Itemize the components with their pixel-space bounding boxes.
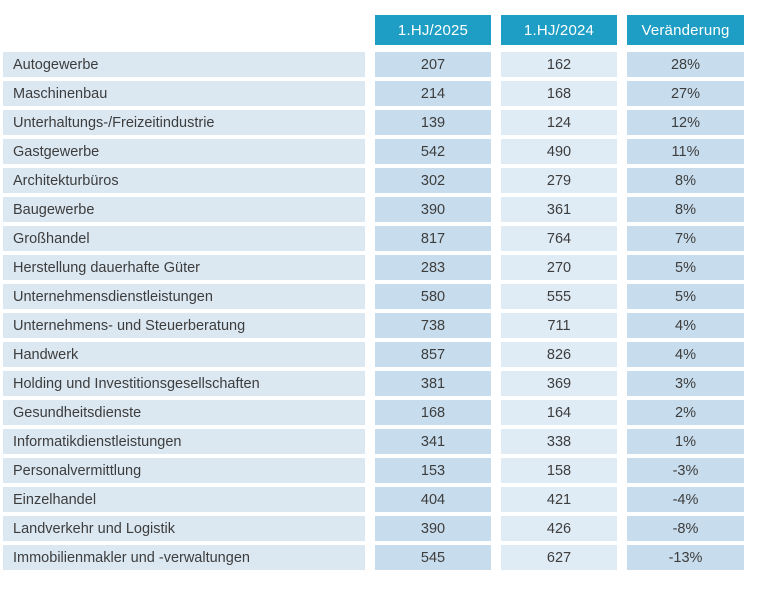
row-value-2024-cell: 168	[501, 81, 617, 106]
row-value-2024-cell: 361	[501, 197, 617, 222]
row-change-cell: 11%	[627, 139, 744, 164]
row-label-cell: Architekturbüros	[3, 168, 365, 193]
row-value-2025-cell: 404	[375, 487, 491, 512]
row-value-2024-cell: 764	[501, 226, 617, 251]
row-label-cell: Landverkehr und Logistik	[3, 516, 365, 541]
row-label-cell: Gastgewerbe	[3, 139, 365, 164]
row-value-2024-cell: 627	[501, 545, 617, 570]
row-label-cell: Informatikdienstleistungen	[3, 429, 365, 454]
row-label-cell: Personalvermittlung	[3, 458, 365, 483]
row-value-2025-cell: 381	[375, 371, 491, 396]
row-value-2024-cell: 270	[501, 255, 617, 280]
row-change-cell: 3%	[627, 371, 744, 396]
row-value-2024-cell: 826	[501, 342, 617, 367]
row-change-cell: 8%	[627, 197, 744, 222]
row-change-cell: -4%	[627, 487, 744, 512]
column-header-veraenderung: Veränderung	[627, 15, 744, 45]
row-value-2024-cell: 158	[501, 458, 617, 483]
row-value-2024-cell: 369	[501, 371, 617, 396]
row-value-2024-cell: 555	[501, 284, 617, 309]
row-value-2025-cell: 168	[375, 400, 491, 425]
row-label-cell: Gesundheitsdienste	[3, 400, 365, 425]
row-change-cell: 12%	[627, 110, 744, 135]
row-label-cell: Baugewerbe	[3, 197, 365, 222]
row-label-cell: Autogewerbe	[3, 52, 365, 77]
column-header-hj2025: 1.HJ/2025	[375, 15, 491, 45]
row-change-cell: 28%	[627, 52, 744, 77]
row-value-2025-cell: 390	[375, 197, 491, 222]
row-value-2025-cell: 214	[375, 81, 491, 106]
row-value-2025-cell: 283	[375, 255, 491, 280]
row-value-2024-cell: 124	[501, 110, 617, 135]
row-change-cell: 5%	[627, 255, 744, 280]
row-value-2025-cell: 302	[375, 168, 491, 193]
row-change-cell: -3%	[627, 458, 744, 483]
row-label-cell: Holding und Investitionsgesellschaften	[3, 371, 365, 396]
row-change-cell: 27%	[627, 81, 744, 106]
row-value-2025-cell: 580	[375, 284, 491, 309]
row-label-cell: Handwerk	[3, 342, 365, 367]
row-change-cell: 1%	[627, 429, 744, 454]
row-value-2025-cell: 738	[375, 313, 491, 338]
row-value-2025-cell: 153	[375, 458, 491, 483]
row-change-cell: 4%	[627, 313, 744, 338]
row-value-2025-cell: 857	[375, 342, 491, 367]
row-change-cell: -8%	[627, 516, 744, 541]
row-value-2025-cell: 542	[375, 139, 491, 164]
row-label-cell: Immobilienmakler und -verwaltungen	[3, 545, 365, 570]
row-value-2024-cell: 426	[501, 516, 617, 541]
row-label-cell: Maschinenbau	[3, 81, 365, 106]
row-label-cell: Herstellung dauerhafte Güter	[3, 255, 365, 280]
row-change-cell: 8%	[627, 168, 744, 193]
row-label-cell: Großhandel	[3, 226, 365, 251]
row-change-cell: 5%	[627, 284, 744, 309]
row-value-2025-cell: 390	[375, 516, 491, 541]
row-change-cell: 7%	[627, 226, 744, 251]
row-value-2024-cell: 490	[501, 139, 617, 164]
row-value-2024-cell: 421	[501, 487, 617, 512]
header-spacer-cell	[3, 15, 365, 45]
row-value-2025-cell: 545	[375, 545, 491, 570]
row-label-cell: Unterhaltungs-/Freizeitindustrie	[3, 110, 365, 135]
row-value-2024-cell: 164	[501, 400, 617, 425]
table-body: Autogewerbe 207 162 28% Maschinenbau 214…	[3, 52, 746, 570]
row-value-2025-cell: 139	[375, 110, 491, 135]
row-label-cell: Einzelhandel	[3, 487, 365, 512]
row-value-2024-cell: 711	[501, 313, 617, 338]
row-value-2025-cell: 207	[375, 52, 491, 77]
row-value-2024-cell: 338	[501, 429, 617, 454]
table-header-row: 1.HJ/2025 1.HJ/2024 Veränderung	[3, 15, 746, 45]
sector-comparison-table: 1.HJ/2025 1.HJ/2024 Veränderung Autogewe…	[3, 15, 746, 570]
row-change-cell: 2%	[627, 400, 744, 425]
row-value-2024-cell: 162	[501, 52, 617, 77]
row-value-2025-cell: 817	[375, 226, 491, 251]
column-header-hj2024: 1.HJ/2024	[501, 15, 617, 45]
row-label-cell: Unternehmens- und Steuerberatung	[3, 313, 365, 338]
row-value-2025-cell: 341	[375, 429, 491, 454]
row-value-2024-cell: 279	[501, 168, 617, 193]
row-change-cell: -13%	[627, 545, 744, 570]
row-change-cell: 4%	[627, 342, 744, 367]
row-label-cell: Unternehmensdienstleistungen	[3, 284, 365, 309]
